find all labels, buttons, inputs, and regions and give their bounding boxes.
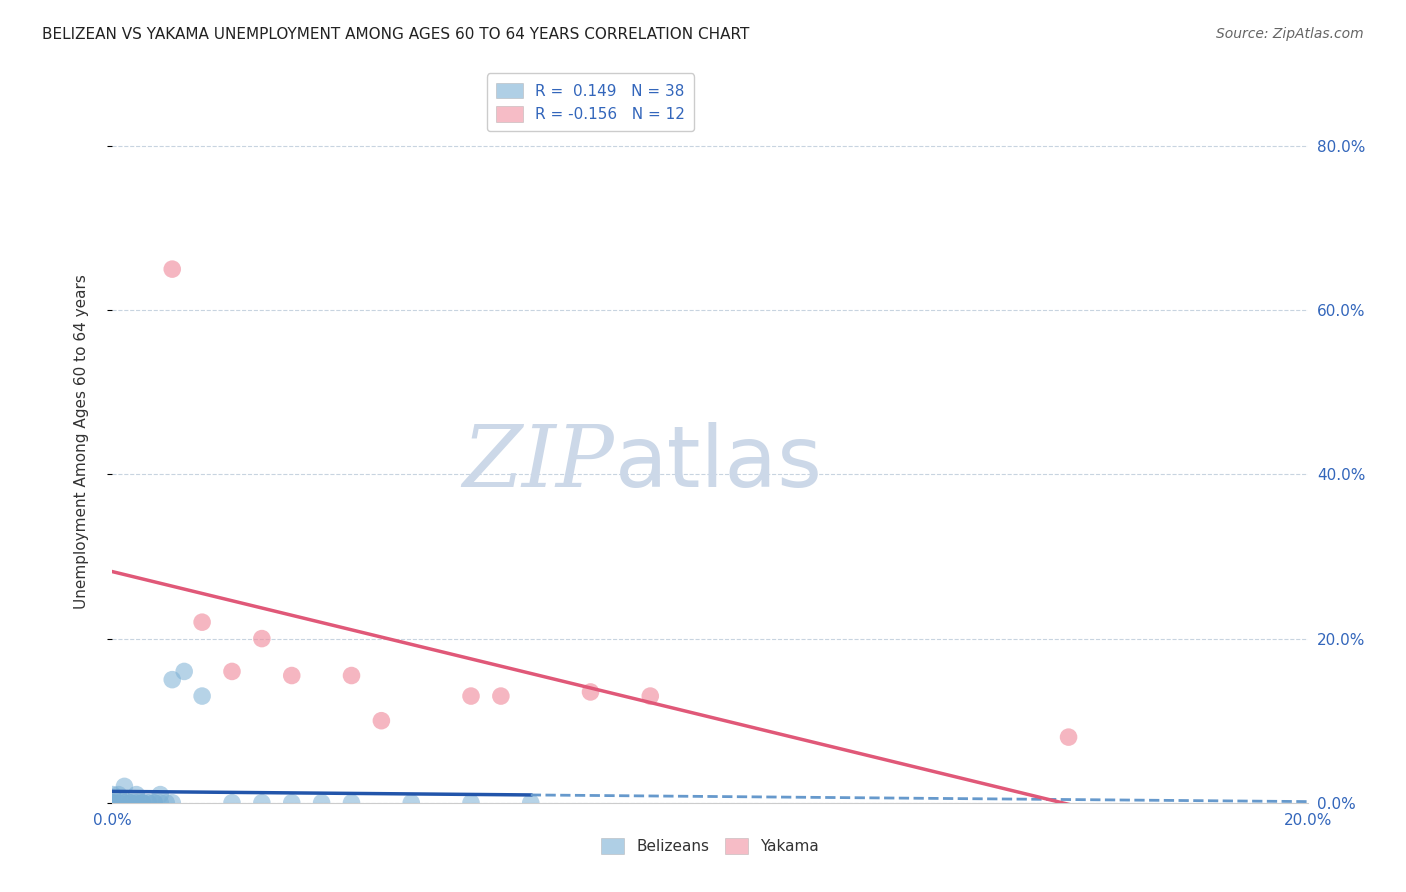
Point <box>281 668 304 682</box>
Y-axis label: Unemployment Among Ages 60 to 64 years: Unemployment Among Ages 60 to 64 years <box>75 274 89 609</box>
Point <box>221 796 243 810</box>
Point <box>143 796 166 810</box>
Point <box>173 665 195 679</box>
Text: atlas: atlas <box>614 422 823 505</box>
Point <box>131 796 153 810</box>
Point <box>340 796 363 810</box>
Point <box>311 796 333 810</box>
Point <box>131 796 153 810</box>
Point <box>1057 730 1080 744</box>
Point <box>250 796 273 810</box>
Point <box>107 788 129 802</box>
Point <box>143 796 166 810</box>
Point <box>125 796 148 810</box>
Point <box>120 796 142 810</box>
Point <box>101 788 124 802</box>
Point <box>155 796 177 810</box>
Point <box>107 796 129 810</box>
Point <box>250 632 273 646</box>
Point <box>520 796 543 810</box>
Point <box>640 689 662 703</box>
Point <box>281 796 304 810</box>
Point <box>370 714 392 728</box>
Point <box>460 796 482 810</box>
Text: ZIP: ZIP <box>463 422 614 505</box>
Point <box>125 796 148 810</box>
Point <box>460 689 482 703</box>
Point <box>221 665 243 679</box>
Text: BELIZEAN VS YAKAMA UNEMPLOYMENT AMONG AGES 60 TO 64 YEARS CORRELATION CHART: BELIZEAN VS YAKAMA UNEMPLOYMENT AMONG AG… <box>42 27 749 42</box>
Legend: Belizeans, Yakama: Belizeans, Yakama <box>595 832 825 860</box>
Point <box>125 788 148 802</box>
Point <box>138 796 160 810</box>
Point <box>340 668 363 682</box>
Point <box>107 796 129 810</box>
Point <box>489 689 512 703</box>
Point <box>191 615 214 630</box>
Point <box>149 788 172 802</box>
Point <box>120 796 142 810</box>
Point <box>138 796 160 810</box>
Point <box>162 262 183 277</box>
Point <box>162 673 183 687</box>
Point <box>579 685 602 699</box>
Point <box>162 796 183 810</box>
Point <box>401 796 423 810</box>
Point <box>120 796 142 810</box>
Point <box>114 796 135 810</box>
Point <box>114 796 135 810</box>
Point <box>101 796 124 810</box>
Point <box>149 796 172 810</box>
Point <box>131 796 153 810</box>
Point <box>101 796 124 810</box>
Point <box>114 780 135 794</box>
Text: Source: ZipAtlas.com: Source: ZipAtlas.com <box>1216 27 1364 41</box>
Point <box>101 796 124 810</box>
Point <box>191 689 214 703</box>
